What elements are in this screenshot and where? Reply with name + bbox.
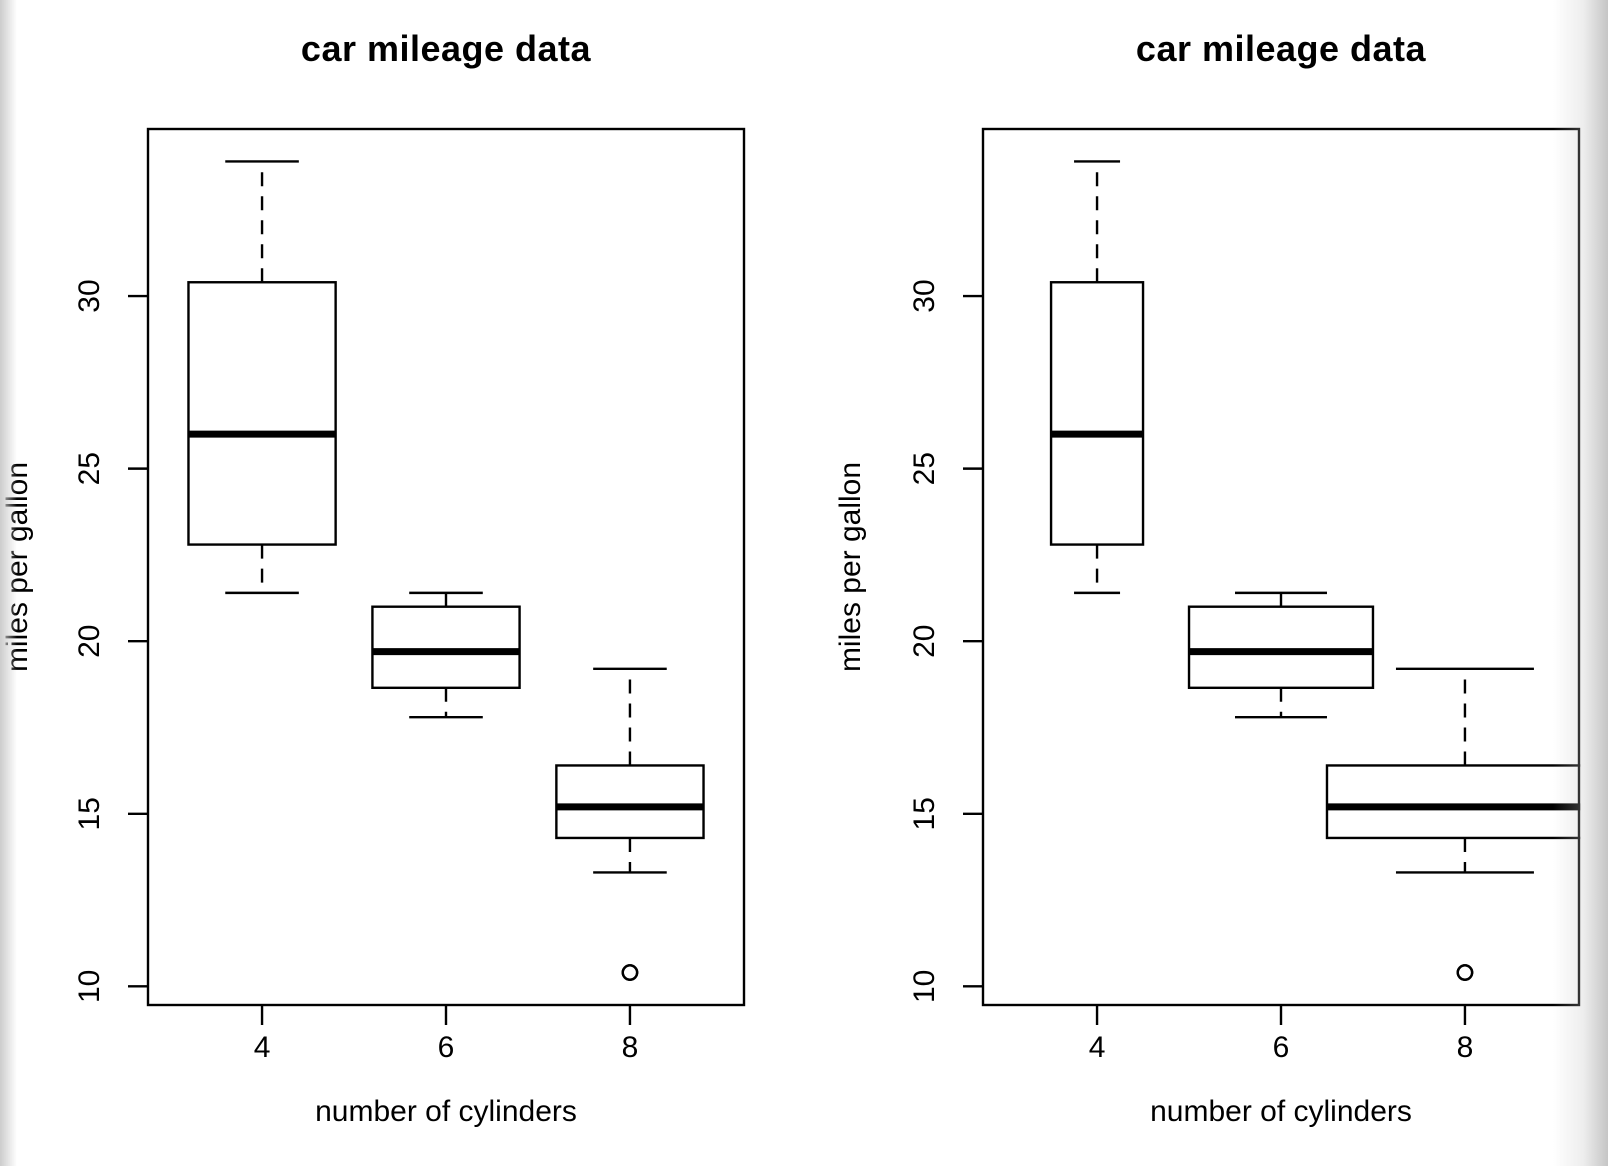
x-tick-label: 4: [254, 1031, 271, 1064]
y-tick-label: 25: [908, 452, 941, 485]
box-group-6cyl-left: [371, 591, 521, 719]
panel-data-left: [187, 160, 705, 981]
x-tick-label: 8: [622, 1031, 639, 1064]
x-tick-label: 6: [1273, 1031, 1290, 1064]
iqr-box: [1187, 605, 1375, 690]
y-tick-label: 25: [73, 452, 106, 485]
box-group-8cyl-left: [555, 667, 705, 981]
panel-left: 4 6 8 10 15 20 25 30: [73, 127, 746, 1064]
y-tick-label: 15: [73, 797, 106, 830]
iqr-box: [187, 281, 337, 546]
x-tick-label: 4: [1089, 1031, 1106, 1064]
y-tick-label: 20: [73, 625, 106, 658]
panel-right: 4 6 8 10 15 20 25 30: [908, 127, 1581, 1064]
outlier-point: [1456, 964, 1474, 981]
box-group-4cyl-right: [1049, 160, 1145, 595]
iqr-box: [1325, 764, 1581, 840]
y-tick-label: 10: [908, 970, 941, 1003]
x-tick-label: 6: [438, 1031, 455, 1064]
iqr-box: [555, 764, 705, 840]
y-tick-label: 10: [73, 970, 106, 1003]
y-tick-label: 15: [908, 797, 941, 830]
box-group-8cyl-right: [1325, 667, 1581, 981]
outlier-point: [621, 964, 639, 981]
y-tick-label: 20: [908, 625, 941, 658]
y-tick-label: 30: [73, 279, 106, 312]
iqr-box: [371, 605, 521, 690]
box-group-4cyl-left: [187, 160, 337, 595]
panel-data-right: [1049, 160, 1581, 981]
box-group-6cyl-right: [1187, 591, 1375, 719]
iqr-box: [1049, 281, 1145, 546]
x-tick-label: 8: [1457, 1031, 1474, 1064]
y-tick-label: 30: [908, 279, 941, 312]
